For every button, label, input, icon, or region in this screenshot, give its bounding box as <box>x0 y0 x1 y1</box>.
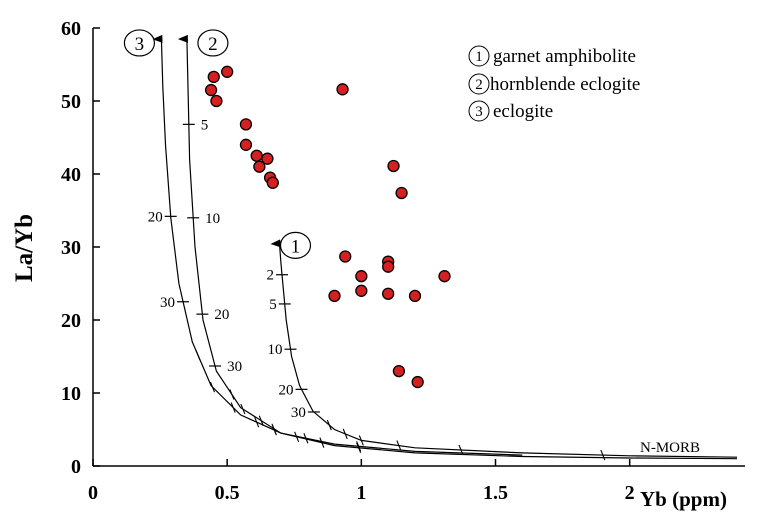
data-point <box>355 270 368 283</box>
x-tick-label: 0.5 <box>215 482 240 504</box>
n-morb-annotation: N-MORB <box>640 440 700 456</box>
curve-1-label: 1 <box>291 236 301 257</box>
data-point <box>382 260 395 273</box>
curve-2-tick-label: 10 <box>205 211 220 227</box>
curve-2-tick-label: 5 <box>201 117 209 133</box>
y-tick-label: 20 <box>61 310 81 332</box>
curve-2-label-circle <box>197 29 229 57</box>
y-tick-label: 50 <box>61 91 81 113</box>
curve-3-minor-tick <box>210 381 216 393</box>
curve-3-minor-tick <box>303 433 309 444</box>
curve-1-minor-tick <box>326 419 332 431</box>
data-point <box>204 83 218 97</box>
curve-1-minor-tick <box>396 440 402 451</box>
legend-marker-3 <box>468 100 490 122</box>
x-tick-label: 2 <box>625 482 635 504</box>
curve-2-label: 2 <box>208 34 218 55</box>
legend-label-2: hornblende eclogite <box>490 74 640 95</box>
legend: 1 garnet amphibolite 2 hornblende eclogi… <box>468 45 640 122</box>
data-point <box>207 70 220 84</box>
data-point <box>328 289 341 303</box>
curve-2-minor-tick <box>258 415 264 426</box>
x-tick-label: 1.5 <box>483 482 508 504</box>
data-points <box>204 65 451 389</box>
data-point <box>408 289 422 303</box>
curve-1-tick-label: 30 <box>291 405 306 421</box>
curve-2-minor-tick <box>319 437 325 448</box>
y-tick-label: 0 <box>71 456 81 478</box>
curve-3-minor-tick <box>271 425 277 436</box>
data-point <box>210 94 223 108</box>
data-point <box>266 176 279 189</box>
legend-marker-1 <box>468 45 490 67</box>
data-point <box>411 375 424 389</box>
curve-2-tick-label: 30 <box>227 359 242 375</box>
x-tick-label: 1 <box>356 482 366 504</box>
data-point <box>392 364 406 378</box>
legend-marker-2 <box>468 73 490 95</box>
data-point <box>387 159 400 173</box>
curve-1-minor-tick <box>342 428 348 440</box>
curve-1-tick-label: 5 <box>269 297 277 313</box>
curve-3-tick-label: 20 <box>148 209 163 225</box>
y-axis-title: La/Yb <box>11 214 38 282</box>
data-point <box>239 138 253 151</box>
curve-1-minor-tick <box>600 449 606 461</box>
curve-3-minor-tick <box>254 416 260 428</box>
legend-number-2: 2 <box>475 77 483 93</box>
data-point <box>336 83 349 96</box>
legend-number-1: 1 <box>475 49 483 65</box>
data-point <box>253 160 266 173</box>
curve-3-tick-label: 30 <box>160 295 175 311</box>
data-point <box>239 118 253 131</box>
data-point <box>221 65 234 78</box>
curve-3-minor-tick <box>230 402 236 413</box>
data-point <box>339 250 352 263</box>
legend-number-3: 3 <box>475 104 483 120</box>
curve-2-minor-tick <box>294 431 300 443</box>
data-point <box>261 152 274 165</box>
legend-label-3: eclogite <box>493 101 553 122</box>
x-tick-label: 0 <box>88 482 98 504</box>
curve-2 <box>177 34 738 460</box>
data-point <box>438 270 451 283</box>
curve-3 <box>152 34 523 456</box>
y-tick-label: 60 <box>61 18 81 40</box>
legend-label-1: garnet amphibolite <box>493 46 636 67</box>
curve-2-tick-label: 20 <box>214 307 229 323</box>
curve-1-label-circle <box>279 231 312 259</box>
curve-2-minor-tick <box>240 403 246 415</box>
curve-3-label-circle <box>123 29 156 57</box>
curve-3-minor-tick <box>195 349 201 361</box>
curve-1-tick-label: 10 <box>267 342 282 358</box>
data-point <box>250 149 263 162</box>
x-axis-title: Yb (ppm) <box>640 487 727 511</box>
y-tick-label: 10 <box>61 383 81 405</box>
curve-3-label: 3 <box>135 34 145 55</box>
curve-2-minor-tick <box>229 389 235 400</box>
curve-3-minor-tick <box>356 441 362 452</box>
y-tick-label: 30 <box>61 237 81 259</box>
model-curves: 2 5 10 20 30 1 5 10 20 30 2 20 30 3 <box>123 29 738 461</box>
axes: 0 10 20 30 40 50 60 0 0.5 1 1.5 2 <box>61 18 745 504</box>
data-point <box>355 284 368 297</box>
curve-1-minor-tick <box>458 444 464 456</box>
data-point <box>395 186 408 200</box>
curve-1-tick-label: 2 <box>267 268 275 284</box>
y-tick-label: 40 <box>61 164 81 186</box>
curve-1-minor-tick <box>358 435 364 446</box>
curve-1-tick-label: 20 <box>279 382 294 398</box>
data-point <box>382 287 395 300</box>
curve-1 <box>270 239 738 458</box>
